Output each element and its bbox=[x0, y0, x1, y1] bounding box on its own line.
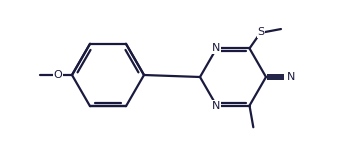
Text: N: N bbox=[212, 43, 221, 53]
Text: O: O bbox=[54, 70, 62, 80]
Text: S: S bbox=[257, 27, 265, 37]
Text: N: N bbox=[287, 72, 296, 82]
Text: N: N bbox=[212, 101, 221, 111]
